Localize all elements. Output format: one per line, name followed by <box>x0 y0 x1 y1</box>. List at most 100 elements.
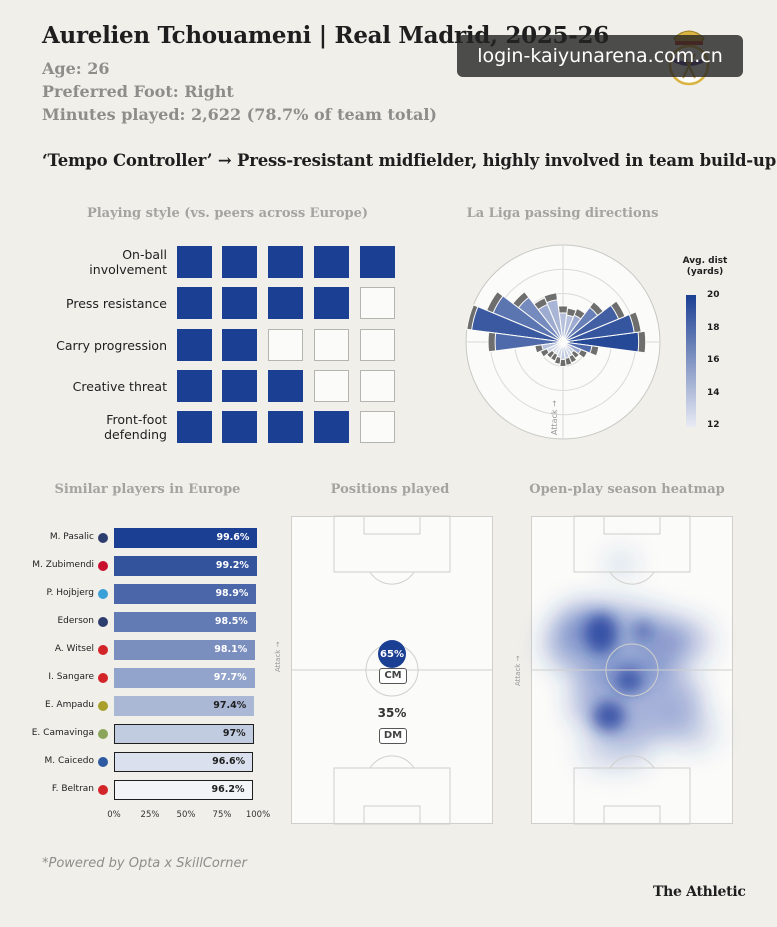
open-play-heatmap <box>531 515 733 825</box>
similarity-bar <box>114 724 254 744</box>
rose-sector-volume <box>549 341 564 362</box>
rose-sector-volume <box>562 341 581 360</box>
rose-sector <box>562 341 582 355</box>
rose-sector <box>556 341 564 358</box>
club-badge-icon <box>98 729 108 739</box>
rating-square-empty <box>268 329 303 361</box>
rating-square-filled <box>268 370 303 402</box>
bar-value-label: 96.2% <box>211 784 245 795</box>
cm-position-label: CM <box>379 668 407 684</box>
rose-sector <box>562 314 575 343</box>
colorbar-tick-label: 16 <box>707 355 720 365</box>
rose-sector <box>562 306 599 343</box>
playing-style-label: Front-foot defending <box>104 412 167 442</box>
rose-sector-volume <box>466 304 564 343</box>
rose-sector-volume <box>562 330 647 354</box>
club-badge-icon <box>98 757 108 767</box>
playing-style-title: Playing style (vs. peers across Europe) <box>86 206 369 221</box>
player-name: E. Ampadu <box>45 700 94 710</box>
bar-value-label: 98.1% <box>214 644 248 655</box>
rose-grid-ring <box>538 317 588 367</box>
cm-percentage: 65% <box>378 640 406 668</box>
bar-value-label: 97.7% <box>213 672 247 683</box>
player-name: M. Zubimendi <box>32 560 94 570</box>
club-badge-icon <box>98 673 108 683</box>
player-foot: Preferred Foot: Right <box>42 82 234 101</box>
positions-title: Positions played <box>330 482 450 497</box>
colorbar-tick-label: 14 <box>707 387 720 398</box>
player-minutes: Minutes played: 2,622 (78.7% of team tot… <box>42 105 437 124</box>
rating-square-empty <box>360 287 395 319</box>
bar-value-label: 96.6% <box>212 756 246 767</box>
rating-square-filled <box>177 287 212 319</box>
similarity-bar <box>114 584 257 604</box>
x-axis-tick-label: 100% <box>245 810 271 820</box>
rose-sector-volume <box>562 300 626 343</box>
rose-sector-volume <box>562 341 600 357</box>
similarity-bar <box>114 752 254 772</box>
rose-sector <box>562 341 593 354</box>
publisher-logo: The Athletic <box>653 884 746 900</box>
rose-attack-label: Attack → <box>550 400 559 435</box>
player-name: M. Caicedo <box>44 756 95 766</box>
rose-sector-volume <box>534 341 564 354</box>
playing-style-label: Creative threat <box>72 378 167 394</box>
rating-square-filled <box>222 370 257 402</box>
bar-value-label: 97.4% <box>213 700 247 711</box>
positions-attack-label: Attack → <box>274 641 282 672</box>
bar-value-label: 99.6% <box>216 532 250 543</box>
rose-sector <box>562 341 574 357</box>
rose-grid-ring <box>514 293 612 391</box>
rating-square-filled <box>268 246 303 278</box>
player-name: P. Hojbjerg <box>46 588 94 598</box>
colorbar-title: Avg. dist (yards) <box>682 256 728 277</box>
similarity-bar <box>114 696 255 716</box>
player-name: M. Pasalic <box>49 532 94 542</box>
player-age: Age: 26 <box>42 59 110 78</box>
rose-sector <box>562 314 582 343</box>
rating-square-empty <box>360 329 395 361</box>
player-name: A. Witsel <box>54 644 94 654</box>
rose-sector <box>562 341 575 354</box>
rose-sector-volume <box>543 292 564 343</box>
heatmap-title: Open-play season heatmap <box>529 482 725 497</box>
rose-sector-volume <box>562 341 573 366</box>
rating-square-empty <box>314 370 349 402</box>
rating-square-filled <box>222 411 257 443</box>
dm-position-label: DM <box>379 728 407 744</box>
rose-sector <box>553 341 564 356</box>
colorbar-tick-label: 12 <box>707 420 720 430</box>
rating-square-empty <box>314 329 349 361</box>
similarity-bar <box>114 780 253 800</box>
rose-sector-volume <box>512 291 564 343</box>
player-name: Ederson <box>57 616 94 626</box>
rating-square-filled <box>177 246 212 278</box>
club-badge-icon <box>98 645 108 655</box>
rating-square-filled <box>177 370 212 402</box>
watermark-banner: login-kaiyunarena.com.cn <box>457 35 743 77</box>
similarity-bar <box>114 640 256 660</box>
club-badge-icon <box>98 589 108 599</box>
rating-square-filled <box>177 411 212 443</box>
player-name: F. Beltran <box>51 784 94 794</box>
rose-sector-volume <box>553 341 564 365</box>
dm-percentage: 35% <box>377 706 407 720</box>
rose-sector-volume <box>562 301 604 343</box>
rating-square-filled <box>222 329 257 361</box>
rose-sector <box>560 341 566 360</box>
rose-sector <box>562 331 640 353</box>
rating-square-filled <box>314 246 349 278</box>
rating-square-filled <box>314 287 349 319</box>
bar-value-label: 98.9% <box>215 588 249 599</box>
similar-players-title: Similar players in Europe <box>54 482 241 497</box>
rose-sector-volume <box>557 305 569 343</box>
playing-style-label: Press resistance <box>66 295 167 311</box>
rose-sector <box>471 306 564 343</box>
rating-square-filled <box>360 246 395 278</box>
rose-sector-volume <box>562 307 577 343</box>
rose-sector-volume <box>545 341 564 360</box>
rating-square-filled <box>268 287 303 319</box>
x-axis-tick-label: 75% <box>212 810 232 820</box>
bar-value-label: 97% <box>222 728 246 739</box>
rose-sector <box>494 332 564 352</box>
